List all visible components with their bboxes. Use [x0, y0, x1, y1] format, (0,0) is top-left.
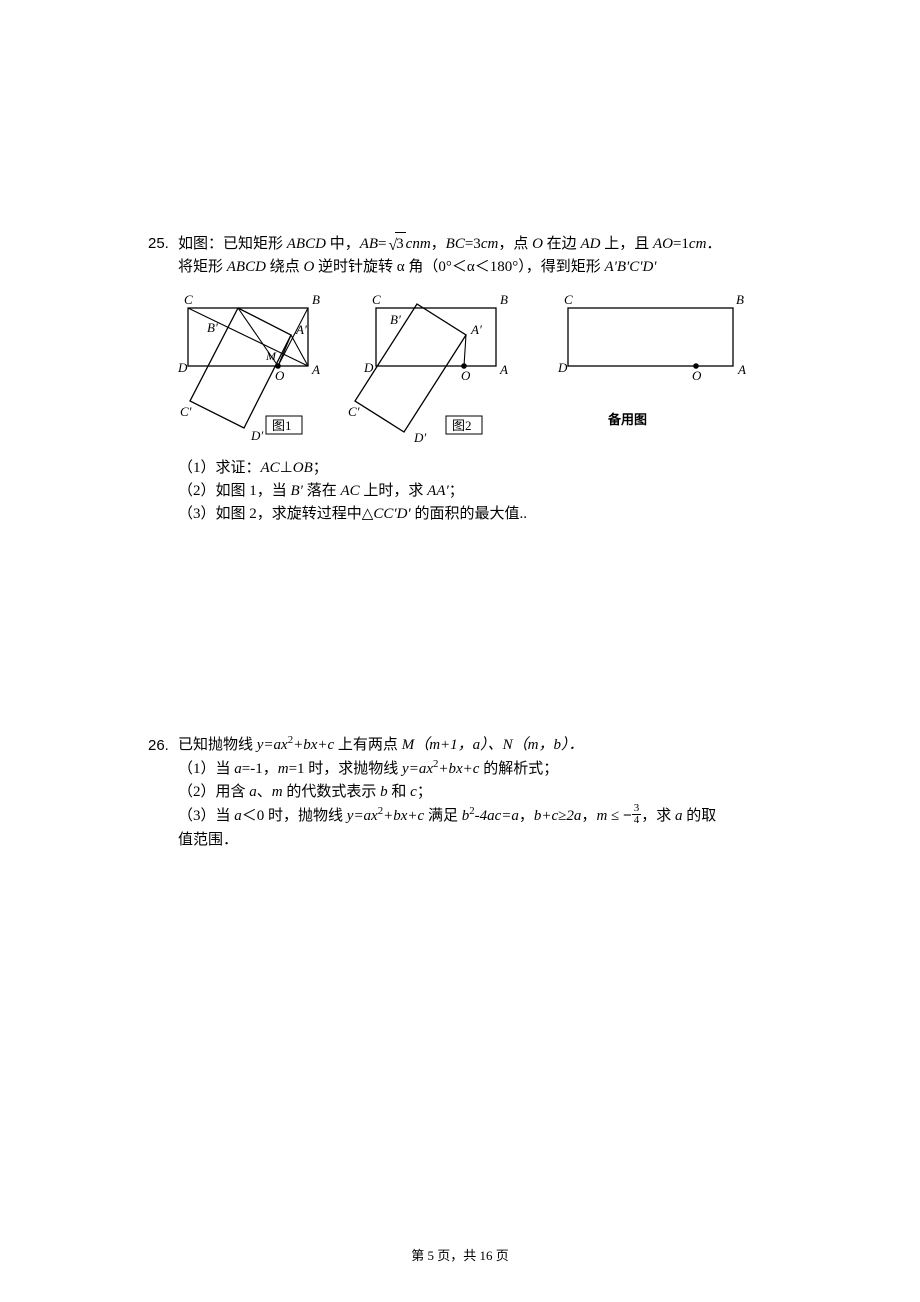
- svg-text:O: O: [275, 368, 285, 383]
- svg-text:C′: C′: [180, 404, 192, 419]
- svg-text:O: O: [461, 368, 471, 383]
- problem-25-subparts: （1）求证：AC⊥OB； （2）如图 1，当 B′ 落在 AC 上时，求 AA′…: [178, 457, 780, 527]
- svg-text:A: A: [311, 362, 320, 377]
- svg-text:B′: B′: [207, 320, 218, 335]
- p26-part3-line2: 值范围．: [178, 829, 780, 852]
- figure-1: C B D A O A′ B′ C′ D′ M 图1: [178, 292, 320, 443]
- svg-text:D′: D′: [413, 430, 426, 443]
- problem-25-figures: C B D A O A′ B′ C′ D′ M 图1: [178, 288, 780, 443]
- svg-text:图2: 图2: [452, 418, 472, 433]
- svg-text:D: D: [178, 360, 188, 375]
- figure-2: C B D A O A′ B′ C′ D′ 图2: [348, 292, 508, 443]
- svg-text:A: A: [499, 362, 508, 377]
- svg-text:B: B: [500, 292, 508, 307]
- p25-part1: （1）求证：AC⊥OB；: [178, 457, 780, 480]
- fraction-icon: 34: [632, 803, 642, 827]
- p25-part2: （2）如图 1，当 B′ 落在 AC 上时，求 AA′；: [178, 480, 780, 503]
- problem-25-stem-line2: 将矩形 ABCD 绕点 O 逆时针旋转 α 角（0°＜α＜180°），得到矩形 …: [178, 256, 780, 279]
- svg-text:B′: B′: [390, 312, 401, 327]
- p26-part3-line1: （3）当 a＜0 时，抛物线 y=ax2+bx+c 满足 b2-4ac=a，b+…: [178, 804, 780, 829]
- svg-text:B: B: [312, 292, 320, 307]
- svg-text:M: M: [265, 349, 277, 363]
- svg-text:图1: 图1: [272, 418, 292, 433]
- problem-26: 26. 已知抛物线 y=ax2+bx+c 上有两点 M（m+1，a）、N（m，b…: [148, 734, 780, 852]
- svg-text:D: D: [363, 360, 374, 375]
- svg-text:O: O: [692, 368, 702, 383]
- problem-26-stem: 已知抛物线 y=ax2+bx+c 上有两点 M（m+1，a）、N（m，b）．: [178, 734, 780, 757]
- p26-part2: （2）用含 a、m 的代数式表示 b 和 c；: [178, 781, 780, 804]
- svg-text:A′: A′: [295, 322, 307, 337]
- page: 25. 如图：已知矩形 ABCD 中，AB=3cnm，BC=3cm，点 O 在边…: [0, 0, 920, 1302]
- problem-25-stem-line1: 如图：已知矩形 ABCD 中，AB=3cnm，BC=3cm，点 O 在边 AD …: [178, 232, 780, 256]
- svg-text:A: A: [737, 362, 746, 377]
- svg-text:B: B: [736, 292, 744, 307]
- page-footer: 第 5 页，共 16 页: [0, 1246, 920, 1266]
- sqrt-icon: 3: [387, 232, 406, 256]
- problem-25: 25. 如图：已知矩形 ABCD 中，AB=3cnm，BC=3cm，点 O 在边…: [148, 232, 780, 526]
- svg-text:备用图: 备用图: [607, 412, 647, 427]
- svg-text:C: C: [184, 292, 193, 307]
- svg-text:C′: C′: [348, 404, 360, 419]
- svg-text:A′: A′: [470, 322, 482, 337]
- svg-text:D′: D′: [250, 428, 263, 443]
- problem-25-number: 25.: [148, 232, 178, 255]
- figure-3: C B D A O 备用图: [557, 292, 746, 427]
- svg-text:D: D: [557, 360, 568, 375]
- svg-text:C: C: [372, 292, 381, 307]
- problem-26-number: 26.: [148, 734, 178, 757]
- p26-part1: （1）当 a=-1，m=1 时，求抛物线 y=ax2+bx+c 的解析式；: [178, 758, 780, 781]
- svg-text:C: C: [564, 292, 573, 307]
- p25-part3: （3）如图 2，求旋转过程中△CC′D′ 的面积的最大值..: [178, 503, 780, 526]
